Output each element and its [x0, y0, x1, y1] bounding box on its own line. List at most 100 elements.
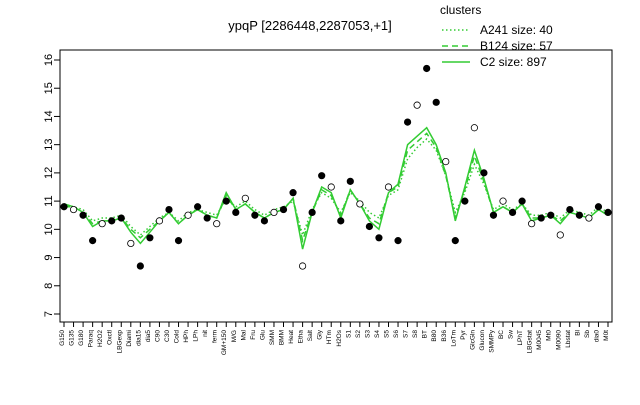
data-point — [108, 217, 116, 225]
data-point — [298, 262, 307, 270]
y-tick-label: 9 — [43, 254, 55, 260]
x-tick-label: Etha — [298, 330, 305, 344]
data-point — [127, 239, 135, 248]
x-tick-label: LBGexp — [116, 330, 123, 354]
y-tick-label: 12 — [43, 167, 55, 179]
x-tick-label: M0090 — [555, 330, 562, 350]
data-point — [470, 124, 478, 132]
y-tick-label: 7 — [43, 311, 55, 317]
data-point — [213, 220, 221, 228]
y-tick-label: 15 — [43, 82, 55, 94]
data-point — [508, 208, 517, 216]
x-tick-label: Diami — [126, 330, 133, 347]
x-tick-label: BMM — [279, 330, 286, 345]
data-point — [604, 208, 612, 216]
x-tick-label: Glucon — [479, 330, 486, 351]
y-tick-label: 11 — [43, 195, 55, 206]
data-point — [461, 197, 469, 205]
data-point — [480, 169, 488, 177]
x-tick-label: Paraq — [88, 330, 95, 348]
series-line — [63, 126, 609, 250]
x-tick-label: Sb — [584, 330, 591, 338]
x-tick-label: S6 — [393, 330, 400, 338]
x-tick-label: LPhT — [517, 330, 524, 346]
data-point — [146, 234, 154, 242]
data-point — [337, 217, 345, 225]
y-tick-label: 8 — [43, 283, 55, 289]
x-tick-label: Fru — [250, 330, 257, 340]
legend-label: C2 size: 897 — [480, 55, 547, 69]
x-tick-label: ferm — [212, 330, 219, 343]
data-point — [547, 211, 555, 219]
x-tick-label: S3 — [364, 330, 371, 338]
x-tick-label: HPh — [183, 330, 190, 343]
x-tick-label: Bl — [574, 329, 581, 335]
data-point — [79, 211, 87, 219]
data-point — [585, 214, 593, 222]
x-tick-label: Cold — [174, 330, 181, 344]
data-point — [423, 64, 431, 73]
x-tick-label: M/G — [231, 330, 238, 342]
x-tick-label: BC — [498, 330, 505, 339]
data-point — [203, 214, 211, 222]
data-point — [155, 217, 164, 225]
data-point — [528, 220, 536, 228]
data-point — [289, 189, 297, 197]
x-tick-label: Salt — [307, 330, 314, 341]
data-point — [375, 234, 383, 242]
data-point — [232, 208, 240, 216]
data-point — [270, 208, 278, 216]
data-point — [384, 183, 393, 191]
data-point — [594, 203, 603, 211]
data-point — [356, 200, 364, 208]
x-tick-label: C90 — [154, 330, 161, 342]
data-point — [60, 203, 68, 211]
data-point — [136, 262, 144, 270]
data-point — [251, 211, 259, 219]
x-tick-label: S1 — [345, 330, 352, 338]
data-point — [117, 214, 125, 222]
series-line — [63, 137, 609, 238]
x-tick-label: Mt0 — [546, 330, 553, 341]
x-tick-label: S4 — [374, 330, 381, 338]
data-point — [403, 118, 412, 126]
x-tick-label: S7 — [403, 330, 410, 338]
data-point — [222, 197, 230, 205]
x-tick-label: Glu — [259, 330, 266, 341]
data-point — [413, 101, 421, 109]
y-tick-label: 13 — [43, 139, 55, 151]
data-point — [318, 172, 326, 180]
x-tick-label: dia5 — [145, 330, 152, 343]
x-tick-label: Gly — [317, 329, 324, 340]
data-point — [432, 98, 440, 106]
x-tick-label: Oxctl — [107, 329, 114, 344]
x-tick-label: dia0 — [593, 330, 600, 343]
x-tick-label: G150 — [59, 330, 66, 346]
x-tick-label: LoTm — [450, 330, 457, 347]
data-point — [174, 237, 183, 245]
data-point — [556, 231, 564, 239]
y-tick-label: 14 — [43, 110, 55, 122]
data-point — [165, 205, 173, 214]
x-tick-label: nit — [202, 330, 209, 337]
data-point — [365, 222, 374, 231]
y-tick-label: 10 — [43, 223, 55, 235]
x-tick-label: Heat — [288, 330, 295, 344]
x-tick-label: B80 — [431, 330, 438, 342]
x-tick-label: S2 — [355, 330, 362, 338]
data-point — [69, 205, 78, 214]
x-tick-label: SMM — [269, 330, 276, 345]
x-tick-label: B36 — [441, 330, 448, 342]
x-tick-label: BT — [422, 330, 429, 338]
series-line — [64, 132, 609, 244]
x-tick-label: G180 — [78, 330, 85, 346]
chart-title: ypqP [2286448,2287053,+1] — [228, 18, 392, 33]
data-point — [499, 197, 507, 205]
x-tick-label: Sw — [508, 330, 515, 339]
data-point — [260, 217, 269, 225]
x-tick-label: H2O2 — [97, 330, 104, 347]
x-tick-label: SMMPy — [488, 329, 495, 353]
data-point — [575, 211, 583, 219]
x-tick-label: dia15 — [135, 330, 142, 346]
